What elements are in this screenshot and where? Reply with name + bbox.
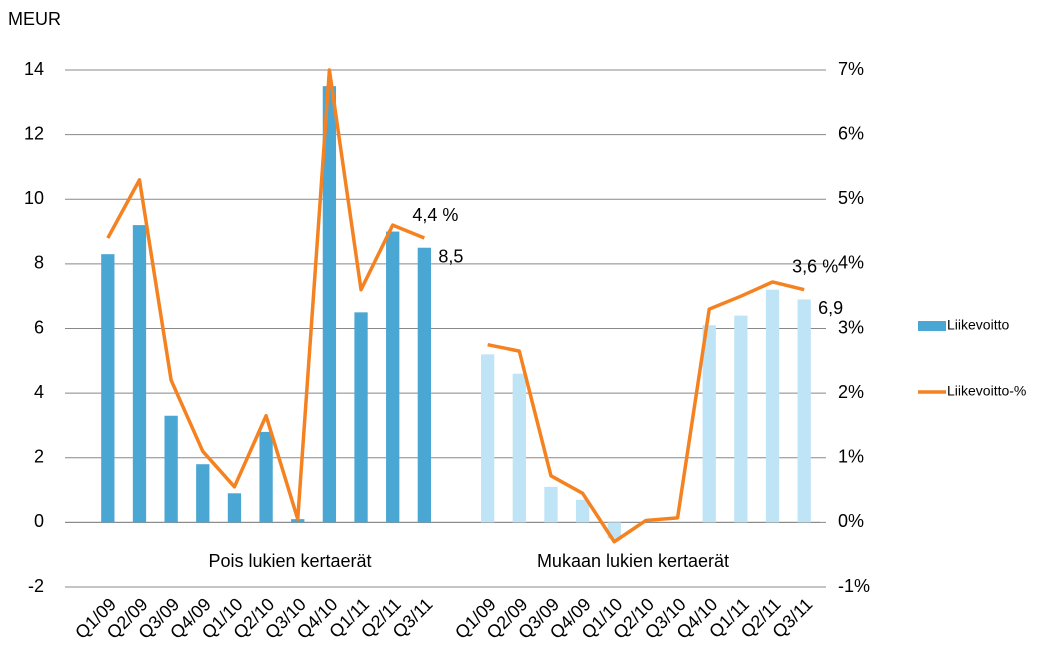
bar [417, 247, 431, 523]
data-label: 6,9 [818, 298, 843, 318]
bar [575, 499, 590, 523]
line [106, 68, 805, 544]
legend-swatch [918, 321, 946, 331]
bar [512, 373, 526, 523]
y-tick-label: 8 [34, 253, 44, 273]
y-tick-label: 2 [34, 447, 44, 467]
bar [259, 431, 273, 523]
bar [227, 493, 242, 523]
y2-tick-label: 1% [838, 447, 864, 467]
bar [164, 415, 178, 523]
y2-tick-label: 0% [838, 511, 864, 531]
legend-label: Liikevoitto [947, 317, 1009, 333]
y-tick-label: 0 [34, 511, 44, 531]
bar [386, 231, 400, 523]
data-label: 4,4 % [412, 205, 458, 225]
annotation: Pois lukien kertaerät [208, 551, 371, 571]
legend-label: Liikevoitto-% [947, 383, 1026, 399]
y2-tick-label: 5% [838, 188, 864, 208]
y-axis-label: MEUR [8, 9, 61, 29]
y-tick-label: 14 [24, 59, 44, 79]
annotation: Mukaan lukien kertaerät [537, 551, 729, 571]
bar [481, 354, 495, 523]
y2-tick-label: 2% [838, 382, 864, 402]
data-label: 8,5 [438, 246, 463, 266]
bar [196, 464, 210, 523]
y-tick-label: 12 [24, 123, 44, 143]
y2-tick-label: 3% [838, 317, 864, 337]
data-label: 3,6 % [792, 256, 838, 276]
bar [544, 486, 558, 523]
y2-tick-label: 4% [838, 253, 864, 273]
y2-tick-label: 6% [838, 123, 864, 143]
bar [797, 299, 811, 523]
bar [132, 225, 147, 523]
bar [354, 312, 368, 523]
y2-tick-label: 7% [838, 59, 864, 79]
y-tick-label: 4 [34, 382, 44, 402]
bar [101, 254, 115, 523]
y-tick-label: 6 [34, 317, 44, 337]
y2-tick-label: -1% [838, 576, 870, 596]
bar [702, 325, 716, 523]
y-tick-label: -2 [28, 576, 44, 596]
bar [734, 315, 748, 523]
y-tick-label: 10 [24, 188, 44, 208]
bar [765, 289, 780, 523]
bar [322, 86, 337, 523]
